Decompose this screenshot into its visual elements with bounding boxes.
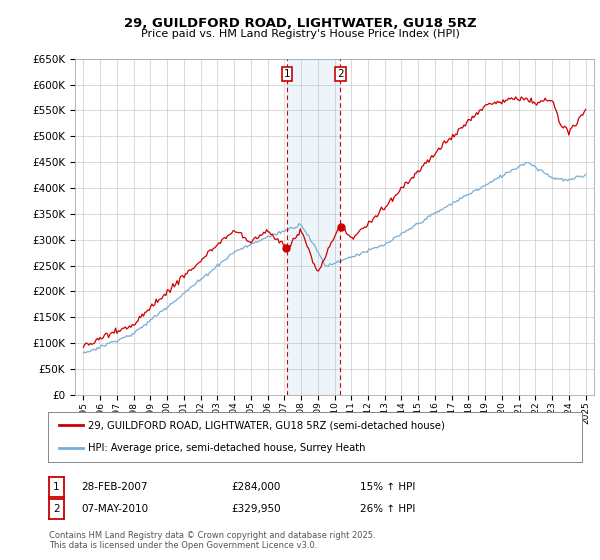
Text: 29, GUILDFORD ROAD, LIGHTWATER, GU18 5RZ: 29, GUILDFORD ROAD, LIGHTWATER, GU18 5RZ (124, 17, 476, 30)
Text: Contains HM Land Registry data © Crown copyright and database right 2025.
This d: Contains HM Land Registry data © Crown c… (49, 531, 376, 550)
Text: 28-FEB-2007: 28-FEB-2007 (81, 482, 148, 492)
Text: 1: 1 (283, 69, 290, 79)
Text: 2: 2 (337, 69, 344, 79)
Text: HPI: Average price, semi-detached house, Surrey Heath: HPI: Average price, semi-detached house,… (88, 444, 365, 454)
Text: 2: 2 (53, 504, 60, 514)
Text: 1: 1 (53, 482, 60, 492)
Text: 29, GUILDFORD ROAD, LIGHTWATER, GU18 5RZ (semi-detached house): 29, GUILDFORD ROAD, LIGHTWATER, GU18 5RZ… (88, 420, 445, 430)
Text: £329,950: £329,950 (231, 504, 281, 514)
Text: 26% ↑ HPI: 26% ↑ HPI (360, 504, 415, 514)
Text: 15% ↑ HPI: 15% ↑ HPI (360, 482, 415, 492)
Text: £284,000: £284,000 (231, 482, 280, 492)
Text: Price paid vs. HM Land Registry's House Price Index (HPI): Price paid vs. HM Land Registry's House … (140, 29, 460, 39)
Bar (287, 59, 340, 395)
Text: 07-MAY-2010: 07-MAY-2010 (81, 504, 148, 514)
